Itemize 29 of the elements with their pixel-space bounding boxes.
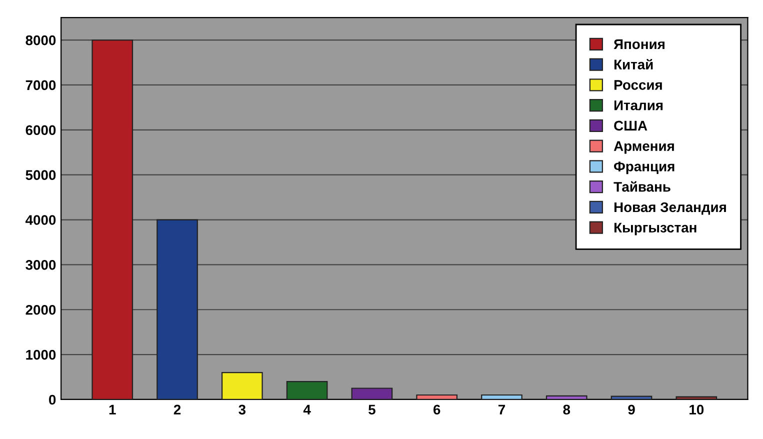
x-tick-label: 8 — [563, 404, 570, 415]
x-tick-label: 3 — [238, 404, 246, 415]
legend-label: Армения — [614, 141, 674, 154]
y-tick-label: 0 — [49, 394, 56, 405]
legend-label: Кыргызстан — [614, 222, 696, 236]
x-tick-label: 2 — [174, 404, 181, 414]
legend-label: Россия — [614, 80, 662, 90]
legend-label: Франция — [614, 162, 674, 174]
y-tick-label: 3000 — [26, 260, 56, 270]
x-tick-label: 7 — [498, 404, 505, 414]
y-tick-label: 5000 — [26, 170, 56, 180]
y-tick-label: 1000 — [26, 350, 56, 360]
legend-label: Италия — [614, 100, 663, 110]
x-tick-label: 6 — [433, 404, 440, 415]
x-tick-label: 5 — [368, 404, 376, 415]
legend-label: Новая Зеландия — [614, 202, 726, 215]
y-tick-label: 4000 — [25, 215, 56, 225]
y-tick-label: 7000 — [26, 80, 56, 90]
legend-label: Япония — [614, 39, 664, 50]
x-tick-label: 9 — [628, 404, 635, 415]
legend-label: Тайвань — [614, 181, 670, 192]
y-tick-label: 2000 — [26, 304, 56, 315]
x-tick-label: 4 — [303, 404, 311, 414]
x-tick-label: 10 — [690, 404, 704, 415]
legend-label: США — [614, 120, 648, 131]
y-tick-label: 6000 — [26, 125, 56, 136]
x-tick-label: 1 — [109, 404, 116, 414]
legend-label: Китай — [614, 58, 653, 70]
y-tick-label: 8000 — [26, 35, 56, 46]
